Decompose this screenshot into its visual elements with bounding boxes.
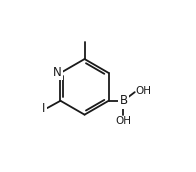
Text: OH: OH xyxy=(115,116,132,126)
Text: B: B xyxy=(119,94,128,107)
Text: OH: OH xyxy=(135,86,151,96)
Text: N: N xyxy=(53,66,62,79)
Text: I: I xyxy=(42,102,46,115)
